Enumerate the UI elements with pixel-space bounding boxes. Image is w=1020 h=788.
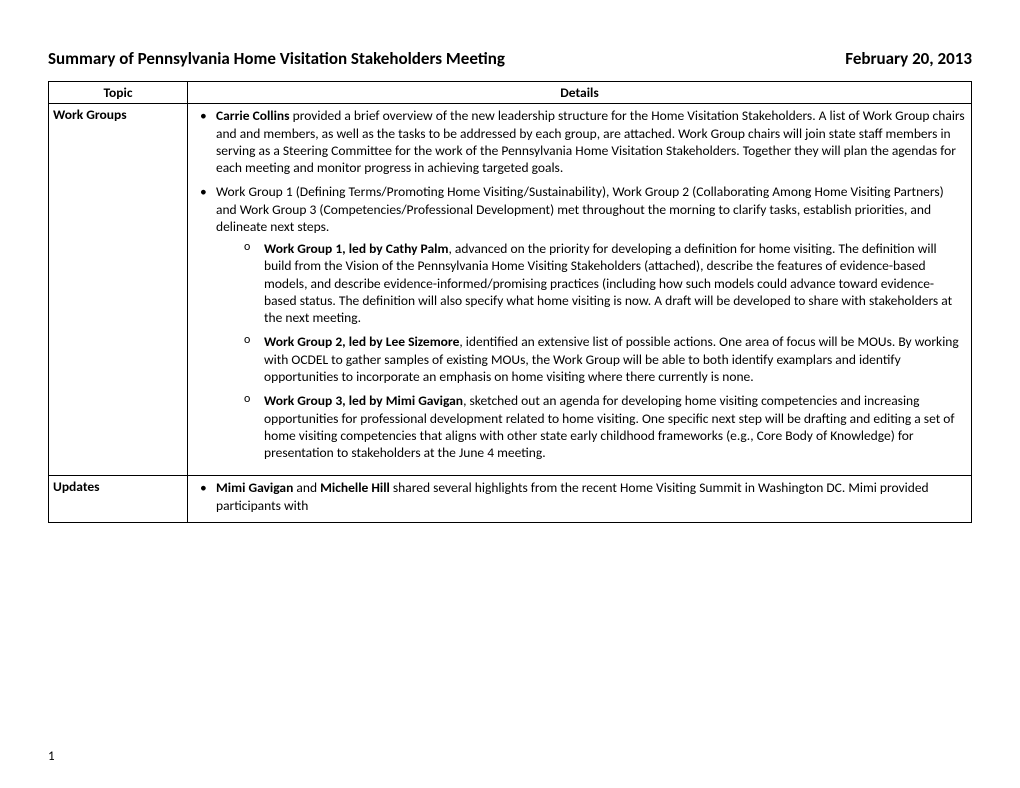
- body-text: and: [293, 479, 320, 496]
- body-text: provided a brief overview of the new lea…: [216, 107, 965, 176]
- bold-text: Michelle Hill: [320, 479, 390, 496]
- bold-text: Work Group 1, led by Cathy Palm: [264, 240, 448, 257]
- document-title: Summary of Pennsylvania Home Visitation …: [48, 48, 505, 69]
- list-item: Work Group 3, led by Mimi Gavigan, sketc…: [216, 391, 965, 467]
- bold-text: Work Group 3, led by Mimi Gavigan: [264, 392, 463, 409]
- col-header-topic: Topic: [49, 82, 188, 104]
- summary-table: Topic Details Work Groups Carrie Collins…: [48, 81, 972, 523]
- bold-text: Work Group 2, led by Lee Sizemore: [264, 333, 459, 350]
- details-cell: Mimi Gavigan and Michelle Hill shared se…: [188, 476, 972, 523]
- document-date: February 20, 2013: [845, 48, 972, 69]
- list-item: Work Group 1, led by Cathy Palm, advance…: [216, 239, 965, 332]
- header-row: Summary of Pennsylvania Home Visitation …: [48, 48, 972, 69]
- list-item: Mimi Gavigan and Michelle Hill shared se…: [188, 478, 965, 520]
- list-item: Carrie Collins provided a brief overview…: [188, 106, 965, 182]
- col-header-details: Details: [188, 82, 972, 104]
- table-header-row: Topic Details: [49, 82, 972, 104]
- list-item: Work Group 2, led by Lee Sizemore, ident…: [216, 332, 965, 391]
- details-cell: Carrie Collins provided a brief overview…: [188, 104, 972, 476]
- sub-list: Work Group 1, led by Cathy Palm, advance…: [216, 239, 965, 467]
- bold-text: Carrie Collins: [216, 107, 290, 124]
- bullet-list: Mimi Gavigan and Michelle Hill shared se…: [188, 476, 971, 522]
- page-number: 1: [48, 749, 55, 764]
- topic-cell: Updates: [49, 476, 188, 523]
- table-row: Updates Mimi Gavigan and Michelle Hill s…: [49, 476, 972, 523]
- table-row: Work Groups Carrie Collins provided a br…: [49, 104, 972, 476]
- document-page: Summary of Pennsylvania Home Visitation …: [0, 0, 1020, 788]
- topic-cell: Work Groups: [49, 104, 188, 476]
- bold-text: Mimi Gavigan: [216, 479, 293, 496]
- list-item: Work Group 1 (Defining Terms/Promoting H…: [188, 182, 965, 473]
- bullet-list: Carrie Collins provided a brief overview…: [188, 104, 971, 475]
- body-text: Work Group 1 (Defining Terms/Promoting H…: [216, 183, 944, 235]
